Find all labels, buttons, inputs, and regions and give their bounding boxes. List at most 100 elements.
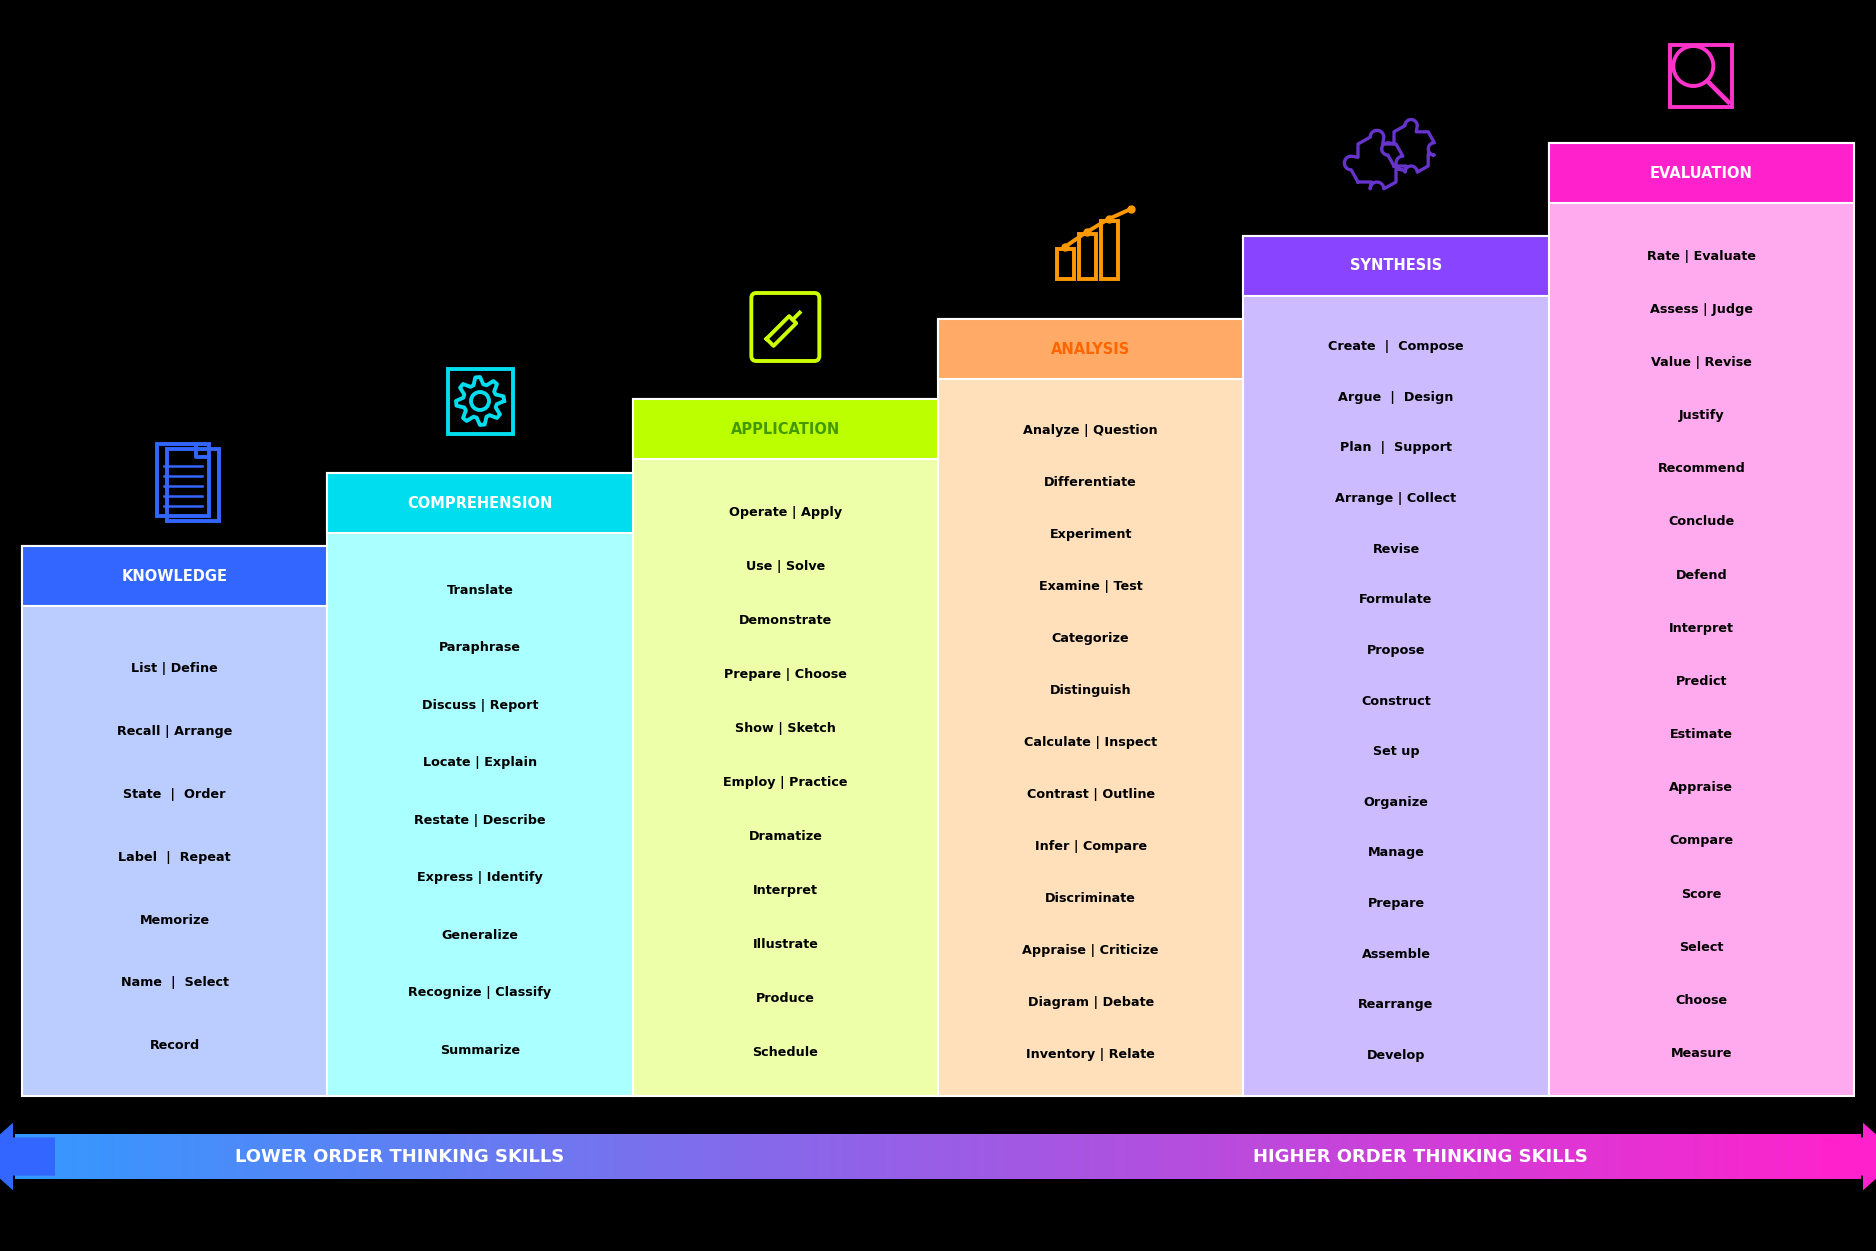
Bar	[1780, 1133, 1788, 1178]
Bar	[899, 1133, 904, 1178]
Text: Record: Record	[150, 1040, 199, 1052]
Bar	[1508, 1133, 1516, 1178]
Bar	[53, 1133, 58, 1178]
Bar	[77, 1133, 83, 1178]
Bar	[1201, 1133, 1206, 1178]
Bar	[133, 1133, 139, 1178]
Text: State  |  Order: State | Order	[124, 788, 225, 801]
Bar	[991, 1133, 996, 1178]
Text: Predict: Predict	[1675, 674, 1728, 688]
Bar	[298, 1133, 306, 1178]
Bar	[1503, 1133, 1510, 1178]
Bar	[150, 1133, 158, 1178]
Bar	[1448, 1133, 1454, 1178]
Bar	[966, 1133, 972, 1178]
Bar	[837, 1133, 842, 1178]
Text: Categorize: Categorize	[1052, 632, 1129, 646]
Bar	[1491, 1133, 1497, 1178]
Bar	[1139, 1133, 1144, 1178]
Bar	[942, 1133, 947, 1178]
Bar	[1379, 1133, 1386, 1178]
Text: Demonstrate: Demonstrate	[739, 614, 831, 628]
Bar	[1775, 1133, 1780, 1178]
Text: Prepare | Choose: Prepare | Choose	[724, 668, 846, 682]
Bar	[1152, 1133, 1157, 1178]
Bar	[1769, 1133, 1775, 1178]
Text: KNOWLEDGE: KNOWLEDGE	[122, 568, 227, 583]
Text: Organize: Organize	[1364, 796, 1428, 809]
Bar	[23, 545, 326, 605]
Text: Infer | Compare: Infer | Compare	[1034, 841, 1146, 853]
Bar	[1473, 1133, 1478, 1178]
Bar	[1683, 1133, 1688, 1178]
Bar	[1416, 1133, 1422, 1178]
Text: Label  |  Repeat: Label | Repeat	[118, 851, 231, 863]
Bar	[724, 1133, 732, 1178]
Bar	[867, 1133, 874, 1178]
Bar	[737, 1133, 743, 1178]
Bar	[719, 1133, 726, 1178]
Text: Estimate: Estimate	[1670, 728, 1733, 741]
Bar	[842, 1133, 848, 1178]
Bar	[824, 1133, 831, 1178]
Bar	[306, 1133, 311, 1178]
Bar	[349, 1133, 355, 1178]
Text: Translate: Translate	[446, 584, 514, 597]
Bar	[330, 1133, 336, 1178]
Text: HIGHER ORDER THINKING SKILLS: HIGHER ORDER THINKING SKILLS	[1253, 1147, 1587, 1166]
Text: Show | Sketch: Show | Sketch	[735, 722, 837, 736]
Bar	[533, 1133, 540, 1178]
Bar	[934, 1133, 942, 1178]
Bar	[34, 1133, 39, 1178]
Bar	[1015, 1133, 1022, 1178]
Bar	[1324, 1133, 1330, 1178]
Bar	[287, 1133, 293, 1178]
Text: Set up: Set up	[1373, 746, 1420, 758]
Text: Manage: Manage	[1368, 847, 1424, 859]
Bar	[613, 1133, 621, 1178]
Text: Name  |  Select: Name | Select	[120, 977, 229, 990]
Bar	[1386, 1133, 1392, 1178]
Text: Locate | Explain: Locate | Explain	[422, 757, 537, 769]
Text: Value | Revise: Value | Revise	[1651, 357, 1752, 369]
Bar	[522, 1133, 527, 1178]
Bar	[552, 1133, 559, 1178]
Bar	[583, 1133, 589, 1178]
Bar	[428, 1133, 435, 1178]
Bar	[559, 1133, 565, 1178]
Text: Dramatize: Dramatize	[749, 831, 822, 843]
Bar	[83, 1133, 90, 1178]
Bar	[176, 1133, 182, 1178]
Bar	[478, 1133, 484, 1178]
Bar	[1244, 236, 1550, 296]
Bar	[996, 1133, 1004, 1178]
Bar	[188, 1133, 195, 1178]
Bar	[317, 1133, 325, 1178]
Bar	[1212, 1133, 1219, 1178]
Bar	[1595, 1133, 1602, 1178]
Text: Diagram | Debate: Diagram | Debate	[1028, 996, 1154, 1010]
Bar	[570, 1133, 578, 1178]
Text: Experiment: Experiment	[1049, 528, 1131, 542]
Text: Rearrange: Rearrange	[1358, 998, 1433, 1011]
Bar	[169, 1133, 176, 1178]
Bar	[1805, 1133, 1812, 1178]
Bar	[713, 1133, 719, 1178]
Bar	[1546, 1133, 1553, 1178]
Text: Construct: Construct	[1362, 694, 1431, 708]
Bar	[1713, 1133, 1718, 1178]
Bar	[1004, 1133, 1009, 1178]
Bar	[1535, 1133, 1540, 1178]
Bar	[516, 1133, 522, 1178]
Text: EVALUATION: EVALUATION	[1649, 165, 1752, 180]
Bar	[938, 319, 1244, 379]
Bar	[193, 1133, 201, 1178]
Bar	[1287, 1133, 1293, 1178]
Bar	[1176, 1133, 1182, 1178]
Bar	[1231, 1133, 1238, 1178]
Bar	[28, 1133, 34, 1178]
Bar	[263, 1133, 268, 1178]
Bar	[158, 1133, 163, 1178]
Bar	[1626, 1133, 1632, 1178]
Bar	[1521, 1133, 1527, 1178]
